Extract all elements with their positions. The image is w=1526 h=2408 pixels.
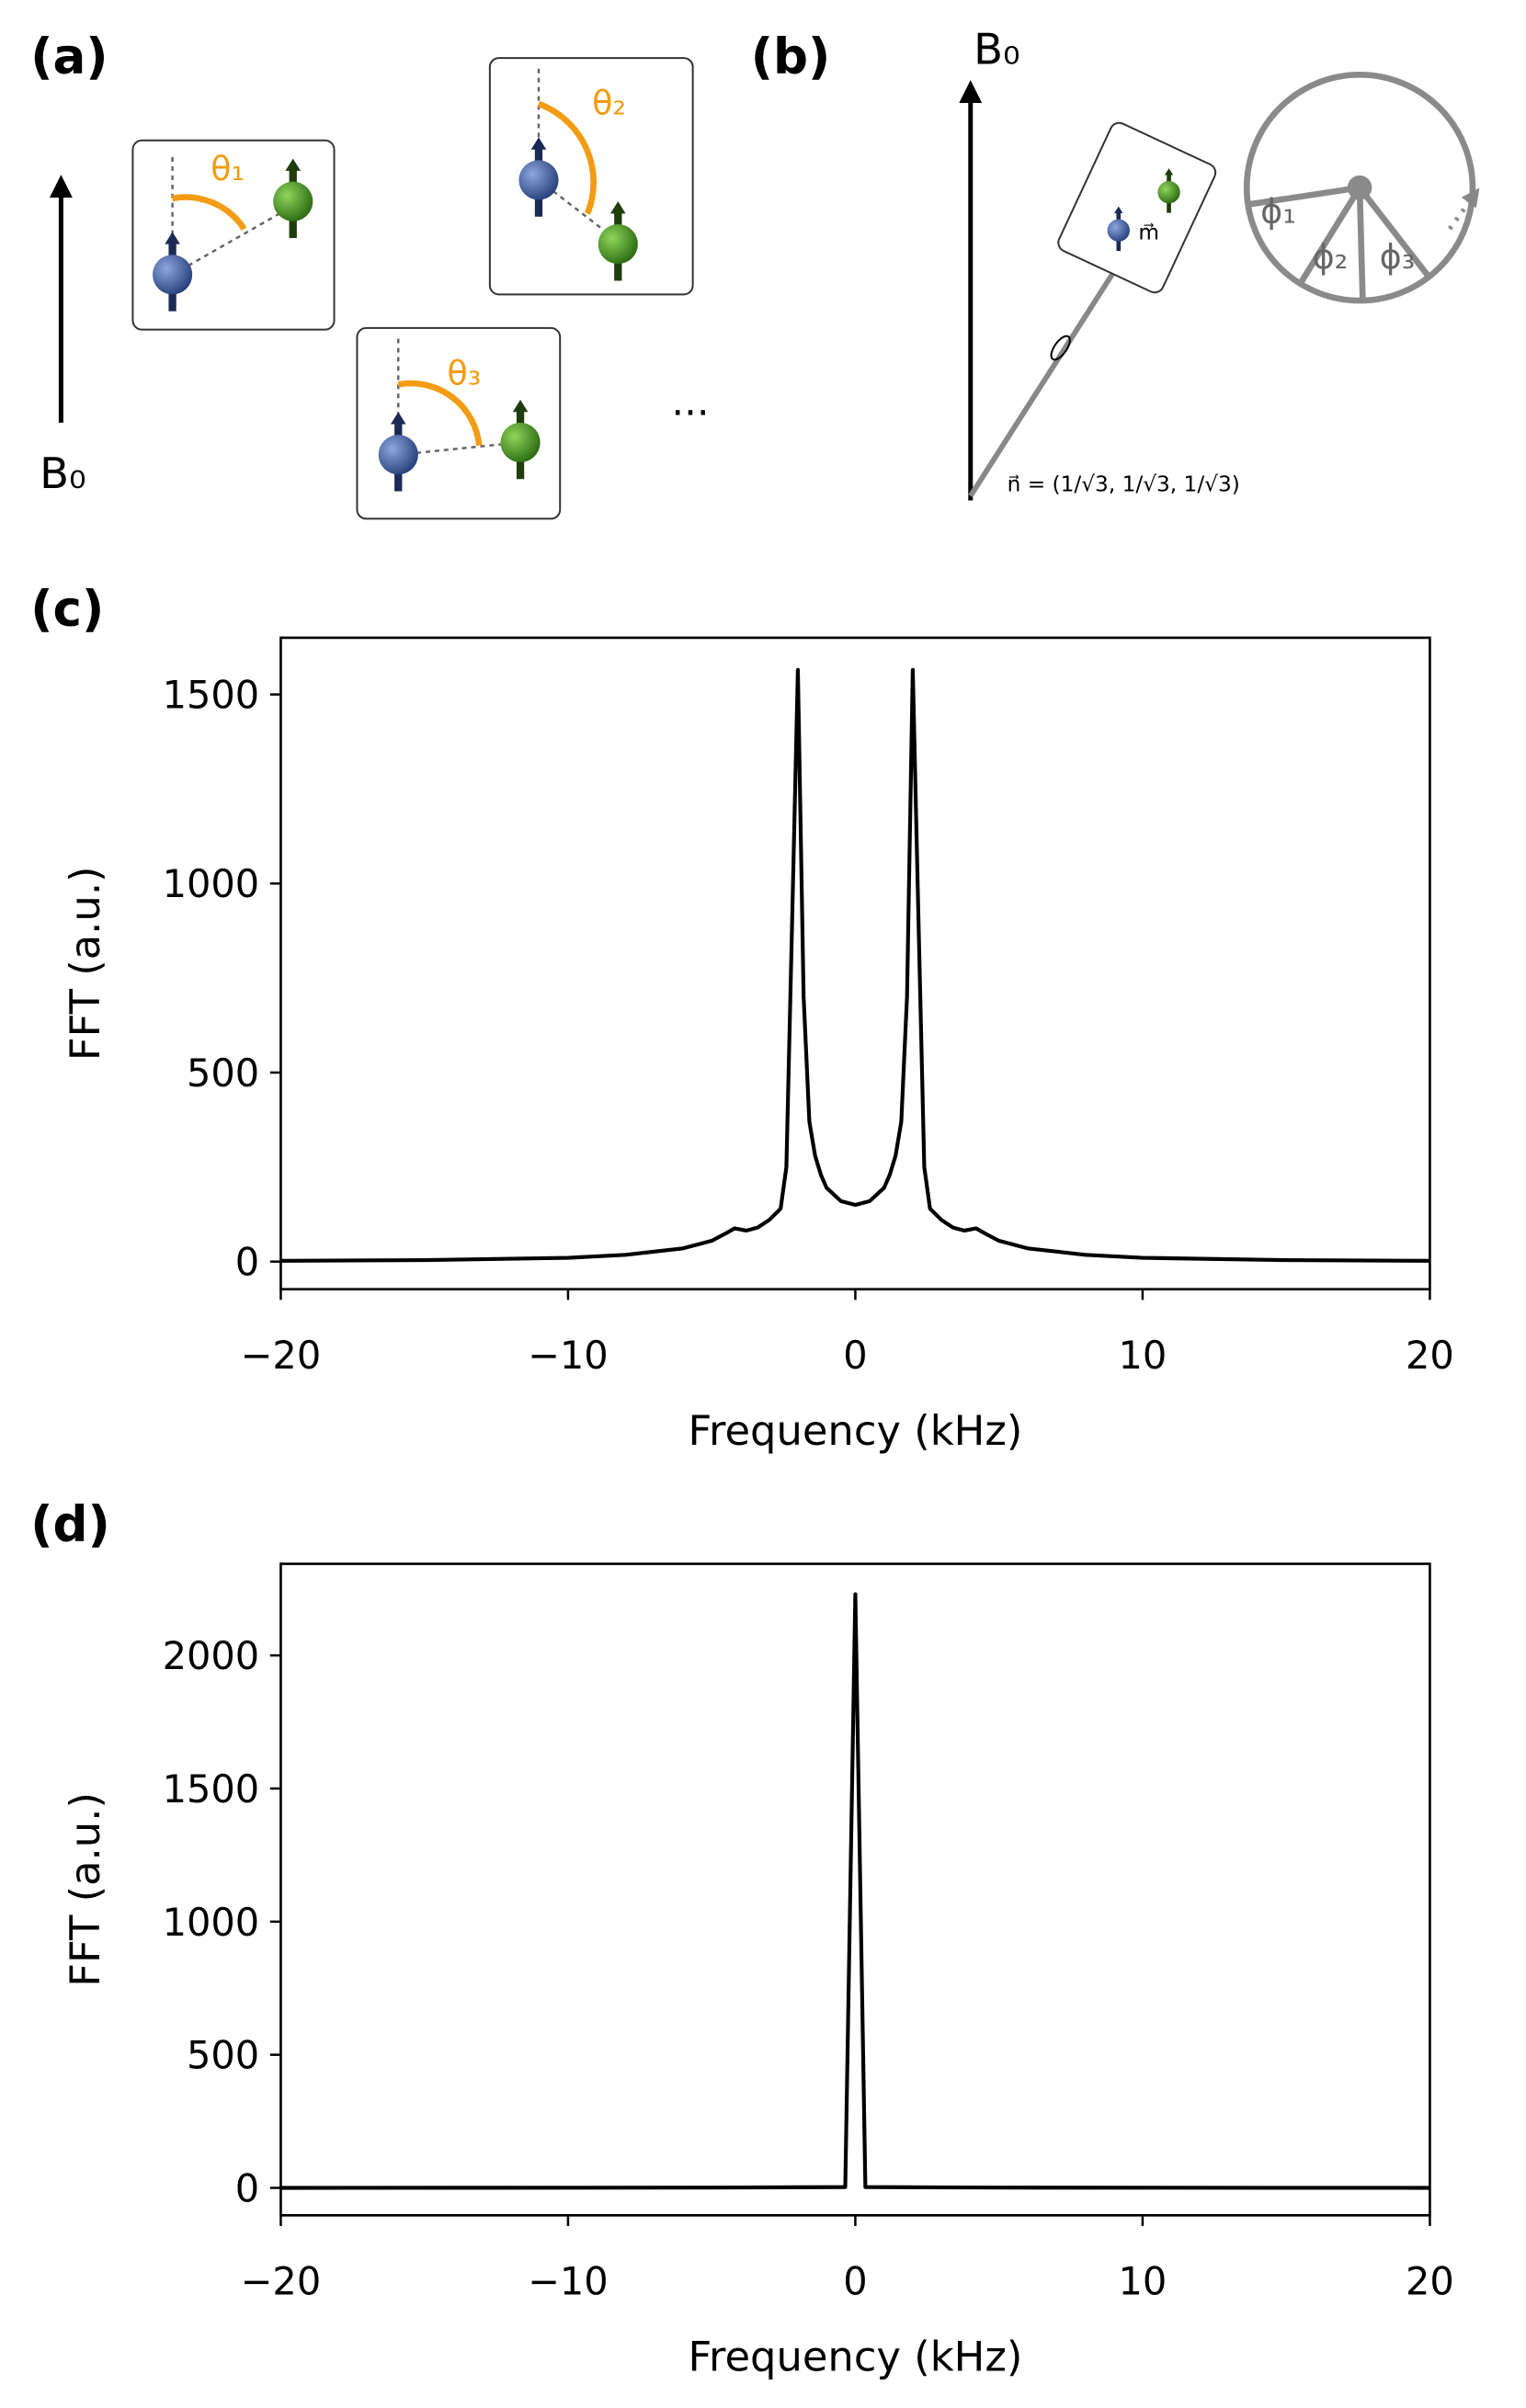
phase-label: ϕ₂ — [1313, 237, 1349, 277]
y-tick-label: 1500 — [163, 673, 260, 718]
x-tick-label: 20 — [1406, 1333, 1454, 1378]
panel-label: (a) — [30, 28, 108, 85]
spin-pair-2 — [488, 57, 694, 296]
x-tick-label: 10 — [1119, 1333, 1167, 1378]
field-label: B₀ — [40, 449, 86, 498]
panel-label: (d) — [30, 1496, 110, 1553]
x-axis-label: Frequency (kHz) — [688, 1406, 1022, 1455]
panel-label: (c) — [30, 581, 104, 638]
plot-frame — [279, 636, 1431, 1291]
y-tick-label: 500 — [187, 2033, 259, 2078]
y-axis-label: FFT (a.u.) — [61, 1792, 109, 1987]
spin-pair-3 — [356, 326, 562, 520]
angle-label: θ₁ — [211, 149, 245, 188]
y-tick-label: 1000 — [163, 861, 260, 906]
phase-label: ϕ₃ — [1380, 237, 1416, 277]
y-tick-label: 0 — [235, 2165, 259, 2210]
spin-pair-1 — [131, 139, 336, 331]
rotation-symbol — [1050, 335, 1071, 361]
phase-wheel — [1243, 72, 1480, 304]
angle-label: θ₂ — [592, 84, 626, 123]
y-tick-label: 2000 — [163, 1633, 260, 1678]
plot-frame — [279, 1562, 1431, 2217]
rotation-axis — [968, 269, 1117, 498]
x-tick-label: −10 — [528, 1333, 609, 1378]
phase-label: ϕ₁ — [1260, 191, 1296, 231]
axis-equation: n⃗ = (1/√3, 1/√3, 1/√3) — [1008, 472, 1240, 497]
x-tick-label: 0 — [843, 1333, 867, 1378]
x-tick-label: 10 — [1119, 2259, 1167, 2304]
angle-label: θ₃ — [447, 353, 481, 392]
panel-label: (b) — [751, 28, 831, 85]
x-axis-label: Frequency (kHz) — [688, 2333, 1022, 2381]
sample-card — [1057, 121, 1217, 294]
x-tick-label: −20 — [241, 2259, 322, 2304]
x-tick-label: 20 — [1406, 2259, 1454, 2304]
y-tick-label: 1500 — [163, 1766, 260, 1812]
y-axis-label: FFT (a.u.) — [61, 866, 109, 1061]
moment-label: m⃗ — [1138, 221, 1159, 245]
x-tick-label: −20 — [241, 1333, 322, 1378]
ellipsis: ... — [671, 380, 709, 426]
line — [280, 1592, 1430, 2190]
y-tick-label: 0 — [235, 1240, 259, 1285]
x-tick-label: 0 — [843, 2259, 867, 2304]
x-tick-label: −10 — [528, 2259, 609, 2304]
y-tick-label: 1000 — [163, 1900, 260, 1945]
y-tick-label: 500 — [187, 1051, 259, 1096]
line — [280, 667, 1430, 1263]
field-label: B₀ — [974, 25, 1020, 74]
